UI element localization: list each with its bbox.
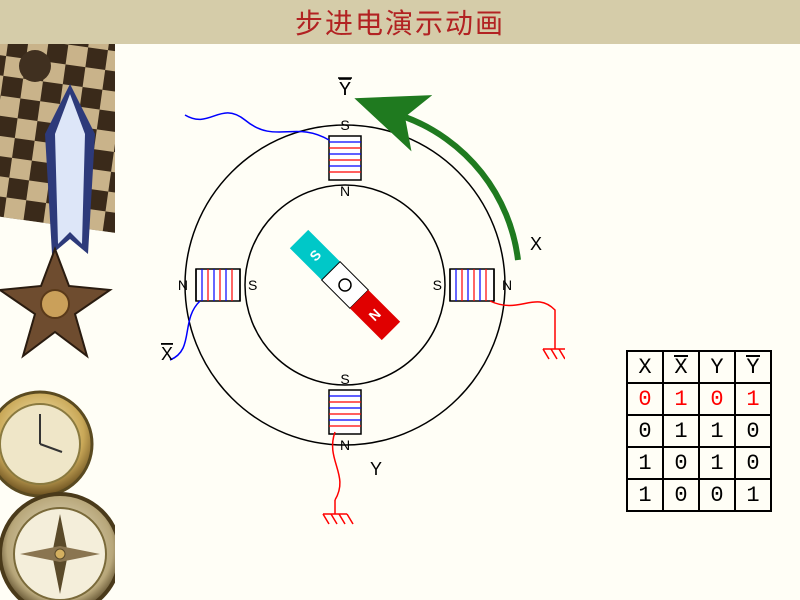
pole-left-outer-label: N <box>178 277 188 293</box>
table-cell: 0 <box>735 447 771 479</box>
pole-left-inner-label: S <box>248 277 257 293</box>
wire-Ybar <box>185 113 329 140</box>
pole-top-outer-label: S <box>340 117 349 133</box>
table-cell: 0 <box>663 479 699 511</box>
table-row: 0110 <box>627 415 771 447</box>
table-cell: 0 <box>663 447 699 479</box>
svg-text:Y: Y <box>339 79 351 99</box>
table-cell: 1 <box>627 479 663 511</box>
wire-Xbar <box>170 301 200 360</box>
table-row: 0101 <box>627 383 771 415</box>
pole-right-outer-label: N <box>502 277 512 293</box>
stepper-diagram: S N N S N S N S <box>125 60 565 530</box>
label-X: X <box>530 234 542 254</box>
ground-Y <box>323 500 353 524</box>
label-Ybar-g: Y <box>338 78 352 99</box>
rotation-arrow <box>405 117 518 260</box>
table-cell: 1 <box>735 383 771 415</box>
pole-right-inner-label: S <box>433 277 442 293</box>
table-row: 1010 <box>627 447 771 479</box>
pole-top-inner-label: N <box>340 183 350 199</box>
table-cell: 0 <box>627 415 663 447</box>
table-cell: 1 <box>735 479 771 511</box>
label-Y: Y <box>370 459 382 479</box>
sequence-table-wrap: X X Y Y 0101011010101001 <box>626 350 772 512</box>
table-cell: 1 <box>663 383 699 415</box>
col-Y: Y <box>699 351 735 383</box>
title-bar: 步进电演示动画 <box>0 0 800 44</box>
wire-X <box>490 301 555 335</box>
col-X: X <box>627 351 663 383</box>
pole-bottom: N S <box>329 371 361 453</box>
table-cell: 1 <box>663 415 699 447</box>
table-row: 1001 <box>627 479 771 511</box>
sequence-table: X X Y Y 0101011010101001 <box>626 350 772 512</box>
ground-X <box>543 335 565 359</box>
table-cell: 1 <box>627 447 663 479</box>
pole-bottom-inner-label: S <box>340 371 349 387</box>
slide: 步进电演示动画 <box>0 0 800 600</box>
table-cell: 0 <box>627 383 663 415</box>
pole-bottom-outer-label: N <box>340 437 350 453</box>
table-cell: 0 <box>699 479 735 511</box>
table-cell: 1 <box>699 447 735 479</box>
table-cell: 0 <box>735 415 771 447</box>
table-cell: 1 <box>699 415 735 447</box>
table-header-row: X X Y Y <box>627 351 771 383</box>
wire-Y <box>333 432 340 500</box>
rotor: S N <box>290 230 400 340</box>
slide-title: 步进电演示动画 <box>295 2 505 42</box>
col-Ybar: Y <box>735 351 771 383</box>
decorative-sidebar <box>0 44 115 600</box>
col-Xbar: X <box>663 351 699 383</box>
pole-top: S N <box>329 117 361 199</box>
label-Xbar: X <box>161 344 173 364</box>
table-cell: 0 <box>699 383 735 415</box>
